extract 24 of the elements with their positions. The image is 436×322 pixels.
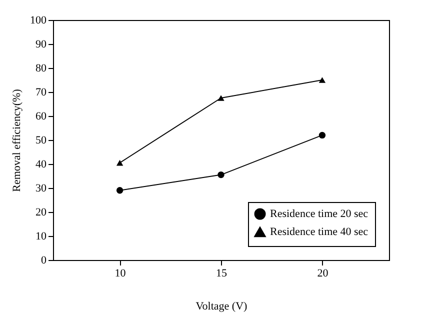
legend-label: Residence time 20 sec [270, 208, 368, 220]
point [318, 132, 326, 139]
y-tick-label: 20 [36, 206, 47, 218]
y-tick-label: 50 [36, 134, 47, 146]
y-tick-label: 70 [36, 86, 47, 98]
legend-label: Residence time 40 sec [270, 226, 368, 238]
x-axis-title: Voltage (V) [196, 300, 248, 312]
y-tick-label: 100 [30, 14, 47, 26]
y-tick-label: 60 [36, 110, 47, 122]
point [318, 77, 326, 83]
x-tick-label: 20 [317, 268, 329, 280]
point [218, 95, 224, 101]
y-tick-label: 10 [36, 230, 47, 242]
x-tick-label: 10 [114, 268, 126, 280]
y-tick-label: 40 [36, 158, 47, 170]
y-tick-label: 0 [41, 254, 47, 266]
y-tick-label: 30 [36, 182, 47, 194]
point [218, 171, 224, 178]
point [116, 160, 124, 166]
y-tick-label: 90 [36, 38, 47, 50]
point [116, 187, 124, 194]
y-axis-title: Removal efficiency(%) [11, 88, 23, 192]
x-tick-label: 15 [216, 268, 228, 280]
y-tick-label: 80 [36, 62, 47, 74]
